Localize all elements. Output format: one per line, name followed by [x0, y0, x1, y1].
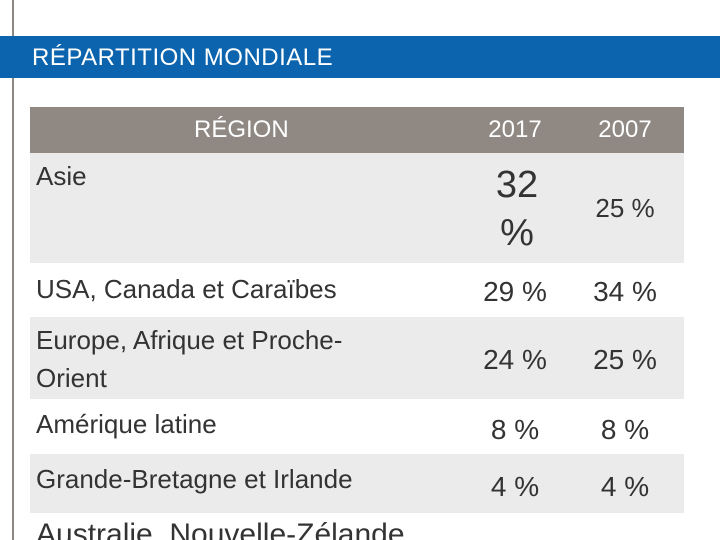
row-region-line2: Orient: [36, 363, 107, 393]
row-region: Grande-Bretagne et Irlande: [36, 464, 353, 494]
row-value-2007: 25 %: [595, 193, 655, 223]
row-region: Amérique latine: [36, 409, 217, 439]
row-region: USA, Canada et Caraïbes: [36, 274, 337, 304]
header-2017: 2017: [488, 116, 542, 143]
row-value-2007: 25 %: [593, 344, 657, 375]
table-row: Amérique latine 8 % 8 %: [30, 399, 684, 454]
header-2007: 2007: [598, 116, 652, 143]
table-header-row: RÉGION 2017 2007: [30, 107, 684, 153]
table-row: Australie, Nouvelle-Zélande: [30, 513, 684, 540]
header-region: RÉGION: [194, 116, 289, 143]
slide-title: RÉPARTITION MONDIALE: [32, 44, 334, 71]
table-row: Grande-Bretagne et Irlande 4 % 4 %: [30, 454, 684, 513]
row-value-2017: 32 %: [482, 161, 552, 257]
table-row: Asie 32 % 25 %: [30, 153, 684, 263]
row-value-2007: 4 %: [600, 471, 650, 502]
row-value-2007: 34 %: [593, 276, 657, 307]
row-value-2007: 8 %: [600, 414, 650, 445]
row-region: Asie: [36, 161, 87, 191]
row-value-2017: 4 %: [490, 471, 540, 502]
table-row: Europe, Afrique et Proche- Orient 24 % 2…: [30, 317, 684, 399]
row-value-2017: 29 %: [483, 276, 547, 307]
table-row: USA, Canada et Caraïbes 29 % 34 %: [30, 263, 684, 317]
row-value-2017-text: 32 %: [495, 164, 539, 254]
slide-left-border: [0, 0, 14, 540]
row-value-2017: 8 %: [490, 414, 540, 445]
row-region-line1: Europe, Afrique et Proche-: [36, 325, 343, 355]
row-region: Australie, Nouvelle-Zélande: [36, 518, 405, 540]
row-value-2017: 24 %: [483, 344, 547, 375]
title-bar: [0, 36, 720, 78]
